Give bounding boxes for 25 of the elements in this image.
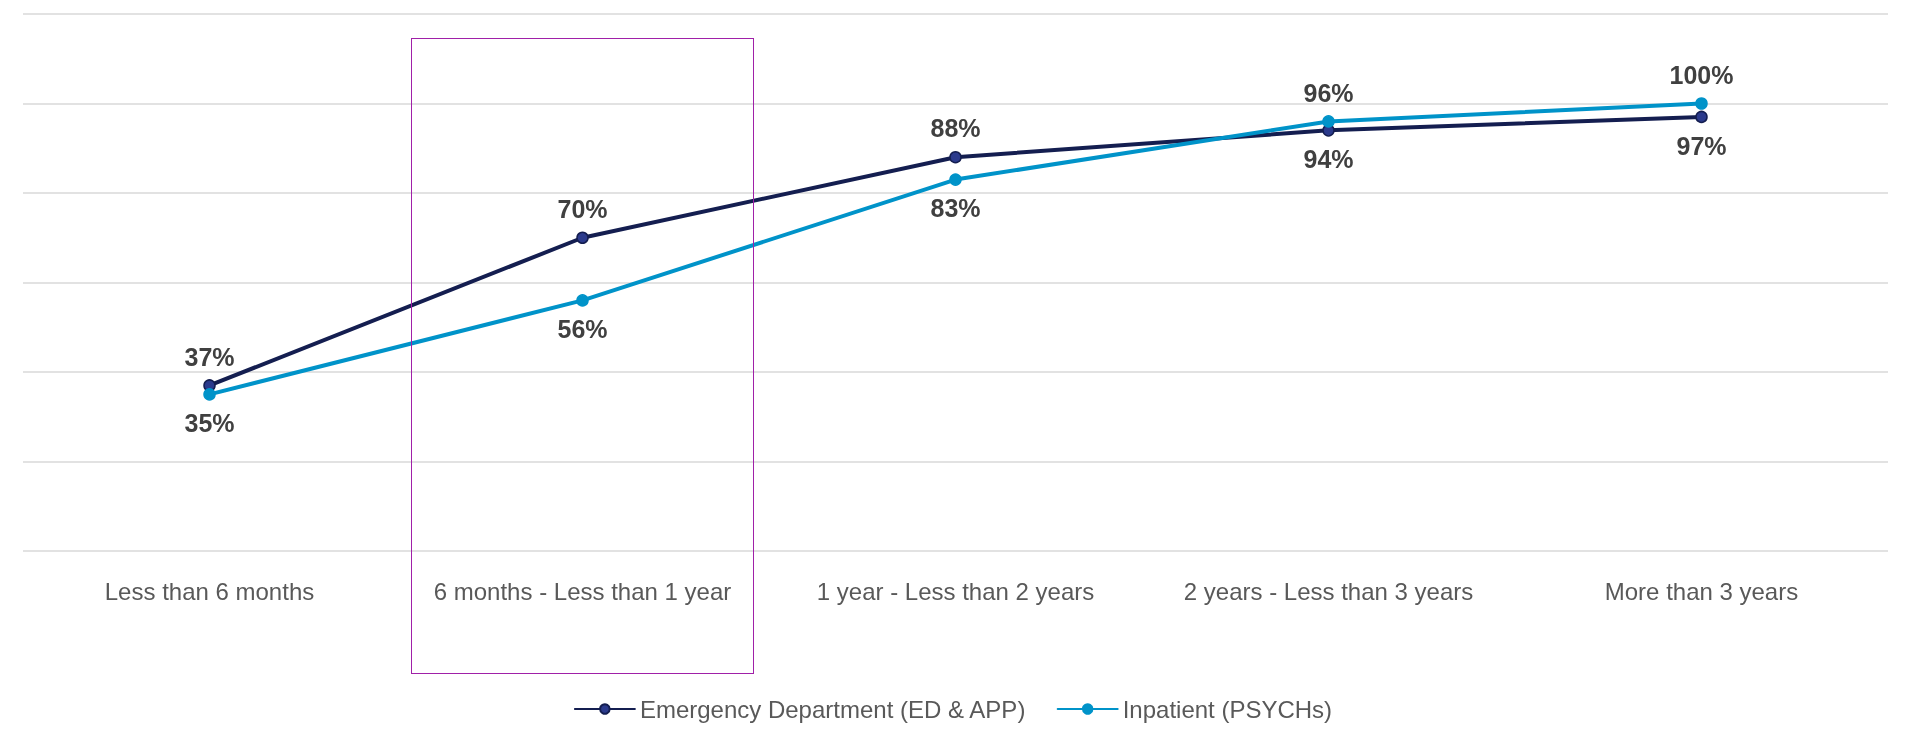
- data-label: 35%: [184, 409, 235, 438]
- point: [1695, 110, 1708, 124]
- data-label: 97%: [1676, 131, 1727, 160]
- point: [576, 294, 589, 307]
- data-label: 96%: [1303, 78, 1354, 107]
- data-label: 88%: [930, 114, 981, 143]
- point: [1322, 115, 1335, 128]
- legend-label: Emergency Department (ED & APP): [639, 695, 1026, 723]
- data-label: 83%: [930, 194, 981, 223]
- point: [949, 173, 962, 186]
- x-tick-label: 2 years - Less than 3 years: [1183, 577, 1474, 605]
- point: [1695, 97, 1708, 110]
- x-tick-label: Less than 6 months: [104, 577, 315, 605]
- x-tick-label: 6 months - Less than 1 year: [433, 577, 732, 605]
- point: [576, 231, 589, 244]
- x-tick-label: More than 3 years: [1604, 577, 1799, 605]
- data-label: 37%: [184, 342, 235, 371]
- point: [949, 150, 962, 164]
- data-label: 94%: [1303, 145, 1354, 174]
- x-tick-label: 1 year - Less than 2 years: [816, 577, 1095, 605]
- data-label: 100%: [1669, 60, 1734, 89]
- data-label: 70%: [557, 195, 608, 223]
- data-label: 56%: [557, 315, 608, 344]
- legend-label: Inpatient (PSYCHs): [1122, 695, 1333, 723]
- point: [203, 388, 216, 401]
